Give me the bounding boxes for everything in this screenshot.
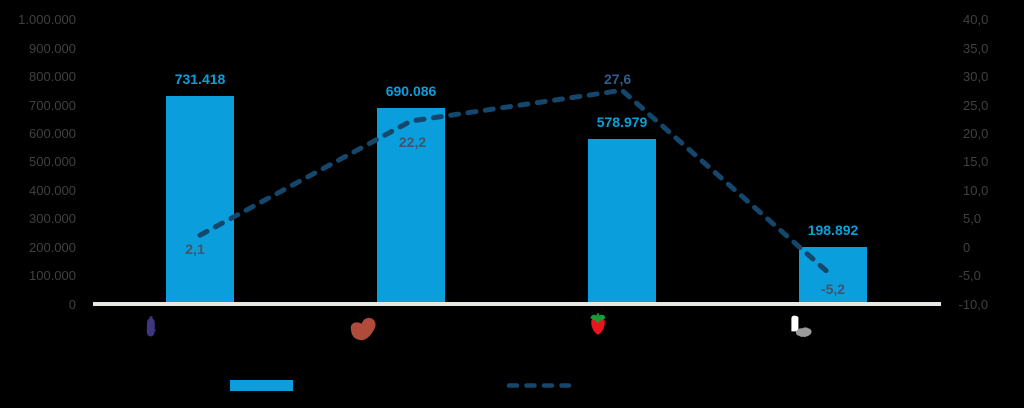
y-axis-right-tick-label: 0 bbox=[963, 239, 971, 255]
x-axis-baseline bbox=[93, 301, 941, 306]
y-axis-right-tick-label: -10,0 bbox=[958, 296, 989, 312]
legend-line-swatch bbox=[506, 383, 572, 388]
y-axis-left-tick-label: 1.000.000 bbox=[18, 12, 76, 28]
y-axis-left-tick-label: 0 bbox=[68, 296, 76, 312]
bar-value-label: 731.418 bbox=[174, 71, 226, 88]
bar-value-label: 690.086 bbox=[385, 82, 437, 99]
y-axis-right-tick-label: 15,0 bbox=[963, 154, 989, 170]
y-axis-right-tick-label: 30,0 bbox=[963, 69, 989, 85]
y-axis-right-tick-label: 5,0 bbox=[963, 211, 982, 227]
y-axis-right-tick-label: 35,0 bbox=[963, 40, 989, 56]
y-axis-left-tick-label: 800.000 bbox=[29, 69, 76, 85]
meat-icon bbox=[350, 317, 376, 341]
eggplant-icon bbox=[146, 316, 156, 337]
y-axis-left-tick-label: 900.000 bbox=[29, 40, 76, 56]
line-point-label: 2,1 bbox=[185, 241, 205, 258]
y-axis-left-tick-label: 500.000 bbox=[29, 154, 76, 170]
y-axis-right-tick-label: 40,0 bbox=[963, 12, 989, 28]
y-axis-left-tick-label: 700.000 bbox=[29, 97, 76, 113]
milk-icon bbox=[791, 315, 812, 337]
bar-value-label: 198.892 bbox=[807, 222, 859, 239]
y-axis-right-tick-label: 20,0 bbox=[963, 125, 989, 141]
y-axis-left-tick-label: 300.000 bbox=[29, 211, 76, 227]
bar bbox=[588, 139, 656, 304]
y-axis-right-tick-label: 10,0 bbox=[963, 182, 989, 198]
y-axis-left-tick-label: 600.000 bbox=[29, 125, 76, 141]
y-axis-left-tick-label: 100.000 bbox=[29, 268, 76, 284]
y-axis-left-tick-label: 200.000 bbox=[29, 239, 76, 255]
bar bbox=[166, 96, 234, 304]
line-point-label: -5,2 bbox=[820, 280, 846, 297]
line-point-label: 22,2 bbox=[398, 134, 427, 151]
y-axis-left-tick-label: 400.000 bbox=[29, 182, 76, 198]
bar bbox=[377, 107, 445, 304]
line-point-label: 27,6 bbox=[603, 70, 632, 87]
y-axis-right-tick-label: -5,0 bbox=[958, 268, 981, 284]
bar-value-label: 578.979 bbox=[596, 114, 648, 131]
dashed-line-path bbox=[197, 87, 836, 280]
strawberry-icon bbox=[590, 313, 606, 335]
legend-bar-swatch bbox=[230, 380, 293, 391]
y-axis-right-tick-label: 25,0 bbox=[963, 97, 989, 113]
